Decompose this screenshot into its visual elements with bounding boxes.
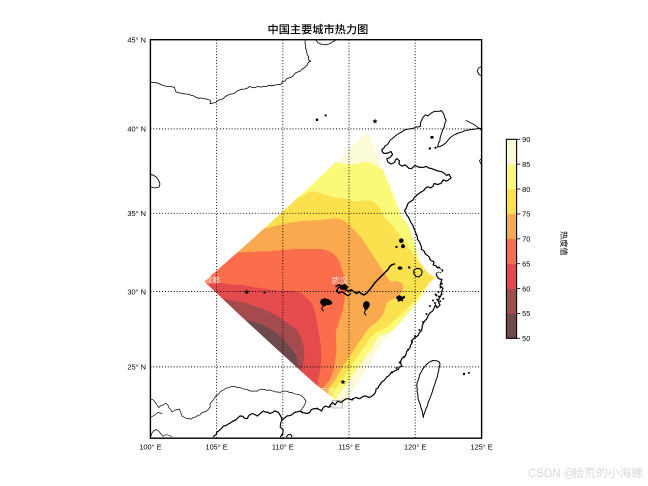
svg-text:110° E: 110° E (272, 443, 294, 452)
svg-text:125° E: 125° E (470, 443, 492, 452)
svg-text:30° N: 30° N (127, 287, 146, 296)
svg-text:40° N: 40° N (127, 125, 146, 134)
svg-text:45° N: 45° N (127, 36, 146, 45)
svg-text:120° E: 120° E (404, 443, 426, 452)
svg-text:35° N: 35° N (127, 209, 146, 218)
svg-text:50: 50 (522, 334, 530, 343)
svg-text:90: 90 (522, 135, 530, 144)
svg-text:55: 55 (522, 309, 530, 318)
svg-text:60: 60 (522, 284, 530, 293)
svg-text:CSDN @: CSDN @ (528, 468, 575, 480)
svg-text:65: 65 (522, 259, 530, 268)
svg-text:115° E: 115° E (338, 443, 360, 452)
svg-text:80: 80 (522, 185, 530, 194)
svg-text:70: 70 (522, 235, 530, 244)
svg-text:85: 85 (522, 160, 530, 169)
svg-text:100° E: 100° E (139, 443, 161, 452)
svg-text:25° N: 25° N (127, 363, 146, 372)
svg-text:75: 75 (522, 210, 530, 219)
svg-text:105° E: 105° E (205, 443, 227, 452)
